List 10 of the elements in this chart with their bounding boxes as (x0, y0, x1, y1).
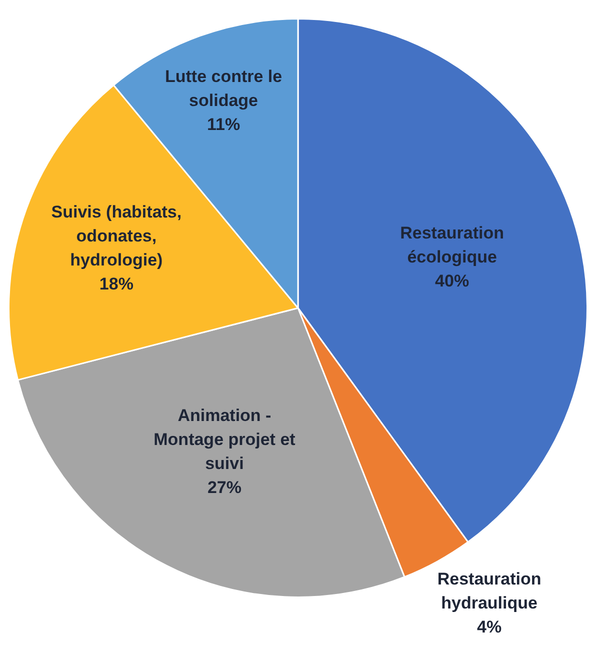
slice-label: Suivis (habitats, odonates, hydrologie) (51, 202, 182, 270)
data-label: 4% (477, 618, 502, 637)
slice-label: Lutte contre le solidage (164, 66, 282, 110)
data-label: 18% (99, 274, 134, 294)
slice-label: Restauration écologique (400, 224, 504, 267)
slice-label: Animation - Montage projet et suivi (154, 406, 296, 474)
data-label: 27% (207, 478, 242, 498)
data-label: 40% (435, 272, 470, 291)
slice-label: Restauration hydraulique (437, 570, 542, 613)
data-label: 11% (206, 114, 240, 134)
